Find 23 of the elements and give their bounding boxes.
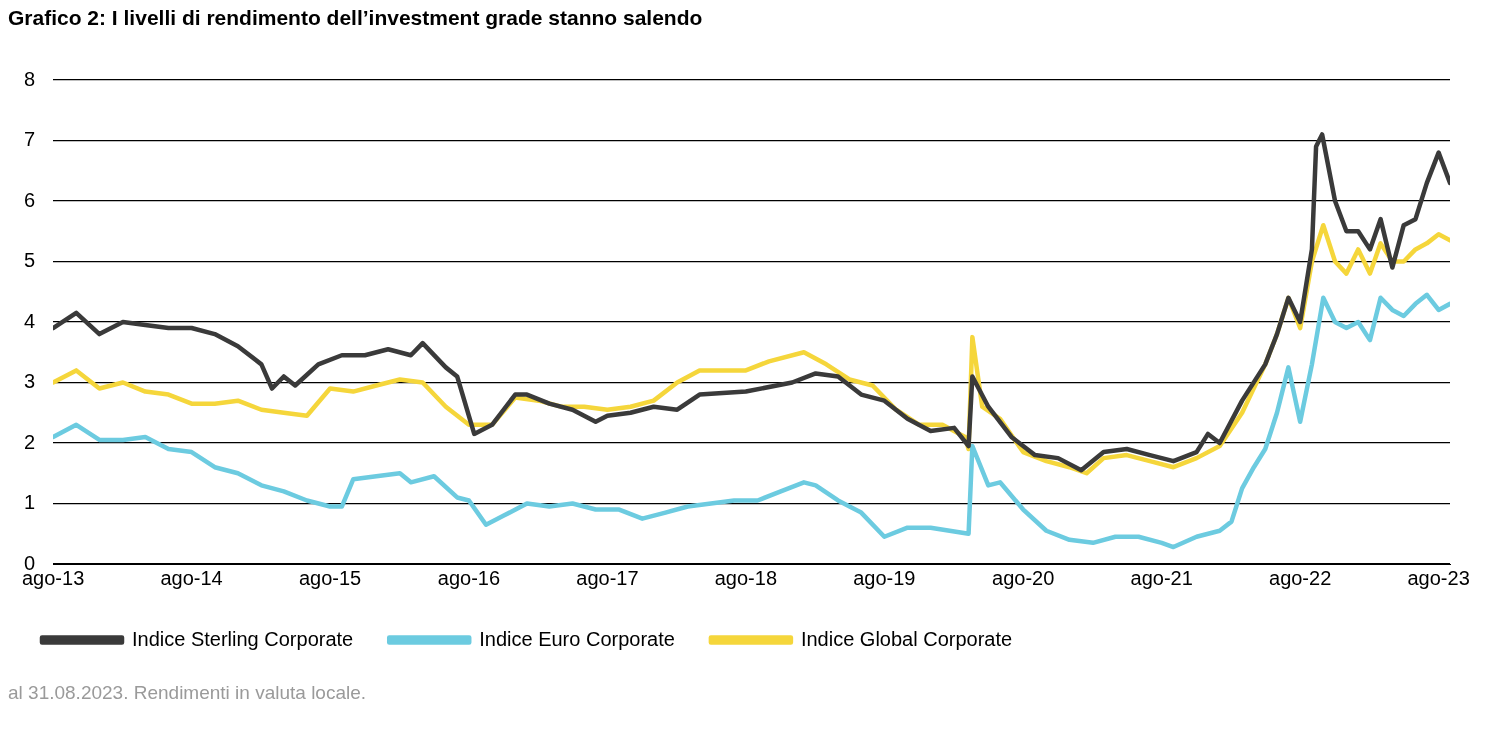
y-tick-label: 7 bbox=[24, 128, 36, 151]
x-tick-label: ago-20 bbox=[992, 566, 1055, 589]
x-tick-label: ago-17 bbox=[576, 566, 639, 589]
y-tick-label: 3 bbox=[24, 370, 36, 393]
legend-label: Indice Global Corporate bbox=[800, 627, 1013, 650]
x-tick-label: ago-14 bbox=[160, 566, 223, 589]
legend-label: Indice Sterling Corporate bbox=[132, 627, 354, 650]
x-tick-label: ago-23 bbox=[1407, 566, 1470, 589]
x-tick-label: ago-18 bbox=[714, 566, 778, 589]
x-tick-label: ago-16 bbox=[437, 566, 501, 589]
y-tick-label: 2 bbox=[24, 430, 36, 453]
chart-title: Grafico 2: I livelli di rendimento dell’investment grade stanno salendo bbox=[8, 6, 703, 30]
x-tick-label: ago-21 bbox=[1130, 566, 1193, 589]
y-tick-label: 6 bbox=[24, 188, 36, 211]
y-tick-label: 4 bbox=[24, 309, 36, 332]
y-tick-label: 1 bbox=[24, 491, 36, 514]
x-tick-label: ago-19 bbox=[853, 566, 916, 589]
text: al 31.08.2023. Rendimenti in valuta locale. bbox=[8, 682, 367, 704]
x-tick-label: ago-22 bbox=[1269, 566, 1332, 589]
y-tick-label: 8 bbox=[24, 67, 36, 90]
legend-label: Indice Euro Corporate bbox=[479, 627, 675, 650]
y-tick-label: 5 bbox=[24, 249, 36, 272]
x-tick-label: ago-15 bbox=[298, 566, 362, 589]
